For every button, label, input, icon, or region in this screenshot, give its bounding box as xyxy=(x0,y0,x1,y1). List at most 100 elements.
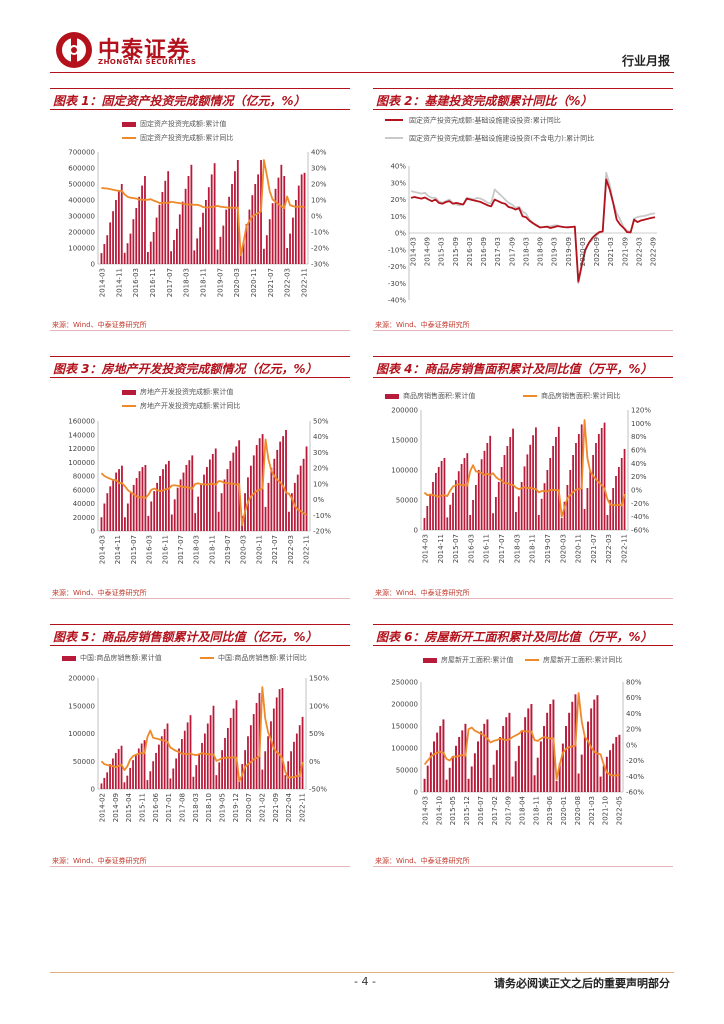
bar xyxy=(242,241,245,264)
legend-line-label: 房地产开发投资完成额:累计同比 xyxy=(140,401,240,410)
figure-title: 图表 4：商品房销售面积累计及同比值（万平，%） xyxy=(376,362,653,376)
bar xyxy=(497,482,500,530)
bar xyxy=(464,723,467,792)
y-tick-left-label: 80000 xyxy=(73,473,95,481)
bar xyxy=(561,743,564,792)
bar xyxy=(449,504,452,530)
figure-source: 来源：Wind、中泰证券研究所 xyxy=(52,589,147,597)
bar xyxy=(429,752,432,792)
x-tick-label: 2017-07 xyxy=(177,535,185,564)
bar xyxy=(423,778,426,792)
bar xyxy=(201,742,203,789)
bar xyxy=(552,446,554,530)
x-tick-label: 2022-11 xyxy=(621,534,629,563)
bar xyxy=(193,250,196,264)
x-tick-label: 2017-09 xyxy=(505,796,513,825)
bar xyxy=(138,471,141,531)
x-tick-label: 2018-11 xyxy=(208,535,216,564)
x-tick-label: 2014-09 xyxy=(112,793,120,822)
bar xyxy=(141,467,144,531)
y-tick-right-label: 60% xyxy=(631,447,647,455)
bar xyxy=(486,719,489,792)
bar xyxy=(202,212,204,264)
bar xyxy=(173,240,175,264)
bar xyxy=(109,222,112,264)
y-tick-left-label: 200000 xyxy=(68,229,95,237)
y-tick-right-label: -30% xyxy=(311,261,329,269)
x-tick-label: 2019-09 xyxy=(565,237,573,266)
x-tick-label: 2014-11 xyxy=(437,534,445,563)
y-tick-right-label: -40% xyxy=(631,513,649,521)
y-tick-left-label: 100000 xyxy=(68,730,95,738)
bar xyxy=(523,466,526,530)
bar xyxy=(290,493,293,531)
bar xyxy=(129,767,132,789)
bar xyxy=(293,741,295,789)
bar xyxy=(301,716,304,789)
figure-title: 图表 5：商品房销售额累计及同比值（亿元，%） xyxy=(53,630,318,644)
x-tick-label: 2022-03 xyxy=(284,268,292,297)
bar xyxy=(470,766,473,792)
bar xyxy=(443,458,446,530)
bar xyxy=(558,763,561,792)
bar xyxy=(229,460,232,532)
x-tick-label: 2018-03 xyxy=(192,793,200,822)
bar xyxy=(162,469,164,532)
series-line xyxy=(100,686,304,783)
bar xyxy=(275,697,278,789)
bar xyxy=(454,480,457,530)
x-tick-label: 2016-11 xyxy=(161,535,169,564)
bar xyxy=(469,515,472,530)
y-tick-right-label: 30% xyxy=(311,165,327,173)
y-tick-right-label: 20% xyxy=(631,473,647,481)
bar xyxy=(495,750,498,792)
bar xyxy=(135,754,137,789)
bar xyxy=(535,427,537,530)
x-tick-label: 2021-02 xyxy=(259,793,267,822)
y-tick-left-label: 150000 xyxy=(391,437,418,445)
chart-housing-sales-value: 中国:商品房销售额:累计值 中国:商品房销售额:累计同比 200000 150000 1… xyxy=(62,653,329,822)
bar xyxy=(235,446,238,531)
x-tick-label: 2014-03 xyxy=(422,534,430,563)
logo-english-name: ZHONGTAI SECURITIES xyxy=(98,58,197,66)
bar xyxy=(480,459,483,530)
bar xyxy=(483,723,486,792)
y-tick-left-label: 0 xyxy=(91,528,95,536)
bar xyxy=(100,783,103,789)
y-tick-left-label: 150000 xyxy=(391,723,418,731)
bar xyxy=(225,209,228,264)
x-tick-label: 2019-03 xyxy=(551,237,559,266)
bar xyxy=(455,745,457,792)
x-tick-label: 2021-03 xyxy=(607,237,615,266)
bar xyxy=(112,479,115,531)
y-tick-left-label: 500000 xyxy=(68,181,95,189)
bar xyxy=(239,250,242,264)
bar xyxy=(183,730,186,789)
bar xyxy=(500,467,503,530)
x-tick-label: 2016-03 xyxy=(466,237,474,266)
x-tick-label: 2014-03 xyxy=(99,535,107,564)
bar xyxy=(503,455,506,530)
bar xyxy=(194,513,197,532)
y-tick-left-label: 120000 xyxy=(68,445,95,453)
bar xyxy=(263,248,265,264)
bar xyxy=(492,764,495,792)
bar xyxy=(489,435,492,530)
bar xyxy=(175,228,178,264)
bar xyxy=(226,469,229,532)
bar xyxy=(103,244,106,264)
x-tick-label: 2017-07 xyxy=(498,534,506,563)
bar xyxy=(288,511,290,531)
bar xyxy=(181,201,184,264)
x-tick-label: 2014-03 xyxy=(422,796,430,825)
bar xyxy=(489,777,492,792)
y-tick-label: -20% xyxy=(388,263,406,271)
x-tick-label: 2021-07 xyxy=(267,268,275,297)
bar xyxy=(495,497,497,530)
bar xyxy=(197,496,200,532)
y-tick-right-label: 100% xyxy=(309,702,329,710)
y-tick-left-label: 50000 xyxy=(396,767,418,775)
legend-bar-label: 中国:商品房销售额:累计值 xyxy=(80,653,162,662)
y-tick-left-label: 200000 xyxy=(391,407,418,415)
bar xyxy=(451,755,454,792)
